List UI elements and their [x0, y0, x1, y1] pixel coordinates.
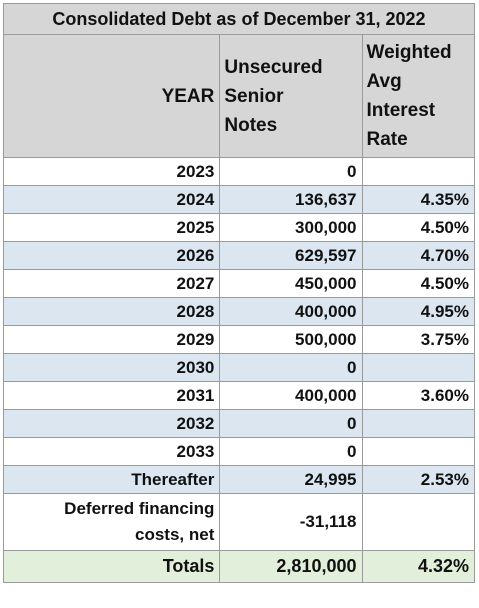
table-row: 2029 500,000 3.75% [2, 325, 475, 354]
year-cell: 2029 [2, 325, 221, 354]
notes-cell: -31,118 [219, 493, 363, 551]
notes-cell: 500,000 [219, 325, 363, 354]
year-cell: 2027 [2, 269, 221, 298]
rate-cell [361, 409, 475, 438]
header-year-label: YEAR [161, 85, 215, 107]
year-cell: 2023 [2, 157, 221, 186]
rate-cell [361, 353, 475, 382]
year-cell: 2026 [2, 241, 221, 270]
header-rate: Weighted Avg Interest Rate [361, 34, 475, 158]
rate-cell: 4.50% [361, 269, 475, 298]
table-row: 2027 450,000 4.50% [2, 269, 475, 298]
rate-cell: 3.60% [361, 381, 475, 410]
totals-label: Totals [2, 550, 221, 583]
table-row: 2024 136,637 4.35% [2, 185, 475, 214]
rate-cell: 3.75% [361, 325, 475, 354]
header-notes-line-2: Senior [224, 85, 284, 107]
year-cell: 2024 [2, 185, 221, 214]
header-rate-line-4: Rate [366, 129, 408, 150]
notes-cell: 629,597 [219, 241, 363, 270]
table-row: 2023 0 [2, 157, 475, 186]
header-rate-line-1: Weighted [366, 42, 452, 63]
year-cell: Thereafter [2, 465, 221, 494]
rate-cell: 4.50% [361, 213, 475, 242]
table-row: 2033 0 [2, 437, 475, 466]
header-notes-line-3: Notes [224, 114, 278, 136]
title-row: Consolidated Debt as of December 31, 202… [3, 3, 475, 35]
rate-cell: 2.53% [361, 465, 475, 494]
notes-cell: 24,995 [219, 465, 363, 494]
notes-cell: 450,000 [219, 269, 363, 298]
rate-cell [361, 493, 475, 551]
rate-cell [361, 157, 475, 186]
totals-notes: 2,810,000 [219, 550, 363, 583]
year-cell: 2033 [2, 437, 221, 466]
table-title: Consolidated Debt as of December 31, 202… [3, 3, 475, 35]
year-cell: 2030 [2, 353, 221, 382]
table-row: 2028 400,000 4.95% [2, 297, 475, 326]
table-row: 2030 0 [2, 353, 475, 382]
notes-cell: 0 [219, 409, 363, 438]
year-cell: 2031 [2, 381, 221, 410]
header-year: YEAR [2, 34, 221, 158]
header-rate-line-3: Interest [366, 100, 436, 121]
deferred-label-line-1: Deferred financing [64, 499, 215, 518]
year-cell: 2025 [2, 213, 221, 242]
notes-cell: 400,000 [219, 381, 363, 410]
table-row: Deferred financing costs, net -31,118 [2, 493, 475, 551]
debt-table: Consolidated Debt as of December 31, 202… [2, 3, 475, 583]
header-rate-line-2: Avg [366, 71, 402, 92]
table-row: Thereafter 24,995 2.53% [2, 465, 475, 494]
notes-cell: 300,000 [219, 213, 363, 242]
rate-cell: 4.70% [361, 241, 475, 270]
totals-row: Totals 2,810,000 4.32% [2, 550, 475, 583]
notes-cell: 0 [219, 437, 363, 466]
rate-cell: 4.95% [361, 297, 475, 326]
notes-cell: 0 [219, 157, 363, 186]
year-cell: 2028 [2, 297, 221, 326]
rate-cell [361, 437, 475, 466]
table-row: 2032 0 [2, 409, 475, 438]
header-notes-line-1: Unsecured [224, 56, 323, 78]
table-row: 2026 629,597 4.70% [2, 241, 475, 270]
notes-cell: 0 [219, 353, 363, 382]
table-row: 2025 300,000 4.50% [2, 213, 475, 242]
notes-cell: 136,637 [219, 185, 363, 214]
debt-table-container: Consolidated Debt as of December 31, 202… [2, 3, 475, 583]
notes-cell: 400,000 [219, 297, 363, 326]
header-row: YEAR Unsecured Senior Notes Weighted Avg… [2, 34, 475, 158]
deferred-label-line-2: costs, net [135, 525, 215, 544]
year-cell: Deferred financing costs, net [2, 493, 221, 551]
totals-rate: 4.32% [361, 550, 475, 583]
year-cell: 2032 [2, 409, 221, 438]
rate-cell: 4.35% [361, 185, 475, 214]
table-row: 2031 400,000 3.60% [2, 381, 475, 410]
header-notes: Unsecured Senior Notes [219, 34, 363, 158]
